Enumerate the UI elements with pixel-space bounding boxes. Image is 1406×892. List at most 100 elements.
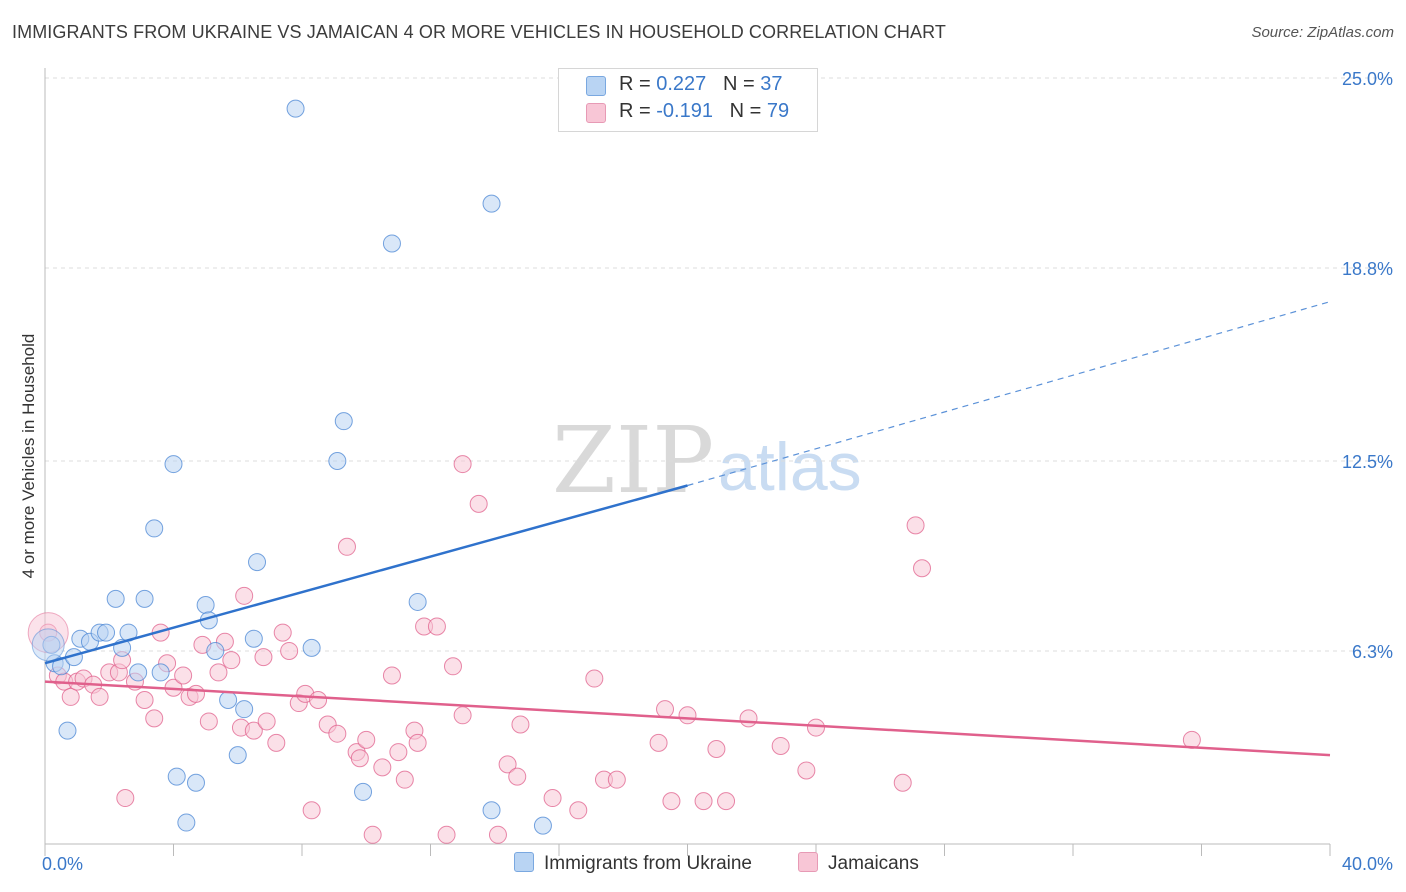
legend-n-label: N = <box>722 73 761 95</box>
y-tick-label-0: 6.3% <box>1352 642 1393 662</box>
jamaicans-point-3 <box>61 687 80 706</box>
jamaicans-point-77 <box>807 718 825 737</box>
jamaicans-point-36 <box>302 801 321 820</box>
jamaicans-point-14 <box>145 709 164 728</box>
jamaicans-point-7 <box>90 687 109 706</box>
ukraine-point-20 <box>196 596 215 615</box>
jamaicans-point-30 <box>257 712 276 731</box>
chart-title: IMMIGRANTS FROM UKRAINE VS JAMAICAN 4 OR… <box>12 22 946 42</box>
ukraine-point-8 <box>97 623 116 642</box>
ukraine-point-35 <box>482 801 501 820</box>
correlation-legend: R = 0.227 N = 37 R = -0.191 N = 79 <box>558 68 818 132</box>
jamaicans-point-48 <box>395 770 414 789</box>
legend-r-label: R = <box>619 73 657 95</box>
source-label: Source: ZipAtlas.com <box>1251 24 1394 41</box>
ukraine-point-28 <box>286 99 305 118</box>
legend-r-value: -0.191 <box>656 100 713 122</box>
jamaicans-point-70 <box>678 706 697 725</box>
ukraine-point-3 <box>58 721 77 740</box>
jamaicans-point-74 <box>739 709 758 728</box>
ukraine-point-24 <box>228 746 247 765</box>
jamaicans-trend-line <box>44 680 1331 757</box>
y-tick-labels: 6.3% 12.5% 18.8% 25.0% <box>1342 69 1393 662</box>
x-tick-labels: 0.0% 40.0% <box>42 854 1393 874</box>
jamaicans-point-33 <box>280 641 299 660</box>
ukraine-point-29 <box>302 638 321 657</box>
jamaicans-point-61 <box>511 715 530 734</box>
axes <box>44 68 1331 856</box>
ukraine-point-37 <box>533 816 552 835</box>
jamaicans-point-47 <box>389 743 408 762</box>
legend-n-value: 37 <box>760 73 783 95</box>
watermark: ZIP atlas <box>552 407 862 514</box>
trend-lines <box>44 301 1331 757</box>
legend-n-label: N = <box>729 100 767 122</box>
ukraine-point-34 <box>408 592 427 611</box>
bottom-legend-swatch-ukraine <box>514 852 534 872</box>
jamaicans-point-63 <box>569 801 588 820</box>
jamaicans-point-73 <box>717 792 736 811</box>
bottom-legend-jamaicans: Jamaicans <box>798 852 919 875</box>
jamaicans-point-22 <box>199 712 218 731</box>
jamaicans-point-40 <box>337 537 356 556</box>
ukraine-point-22 <box>206 641 225 660</box>
jamaicans-point-80 <box>913 559 932 578</box>
ukraine-point-15 <box>151 663 170 682</box>
ukraine-point-27 <box>248 553 267 572</box>
jamaicans-point-27 <box>235 586 254 605</box>
ukraine-point-9 <box>106 589 125 608</box>
jamaicans-point-68 <box>656 700 675 719</box>
jamaicans-point-23 <box>209 663 228 682</box>
jamaicans-point-79 <box>906 516 925 535</box>
jamaicans-point-52 <box>427 617 446 636</box>
ukraine-point-large <box>31 628 65 662</box>
jamaicans-point-44 <box>363 825 382 844</box>
jamaicans-point-29 <box>254 648 273 667</box>
grid-lines <box>45 77 1392 652</box>
ukraine-trend-line <box>44 484 688 665</box>
jamaicans-point-31 <box>267 733 286 752</box>
x-tick-label-0: 0.0% <box>42 854 83 874</box>
jamaicans-point-37 <box>309 690 328 709</box>
ukraine-point-26 <box>244 629 263 648</box>
ukraine-point-31 <box>334 412 353 431</box>
jamaicans-point-72 <box>707 740 726 759</box>
y-axis-label: 4 or more Vehicles in Household <box>19 334 38 579</box>
ukraine-point-17 <box>167 767 186 786</box>
ukraine-point-16 <box>164 455 183 474</box>
ukraine-point-25 <box>235 700 254 719</box>
watermark-atlas: atlas <box>718 429 862 505</box>
jamaicans-point-13 <box>135 690 154 709</box>
jamaicans-point-78 <box>893 773 912 792</box>
jamaicans-point-65 <box>607 770 626 789</box>
jamaicans-point-69 <box>662 792 681 811</box>
jamaicans-point-42 <box>350 749 369 768</box>
ukraine-point-13 <box>135 589 154 608</box>
legend-r-value: 0.227 <box>656 73 707 95</box>
bottom-legend-ukraine: Immigrants from Ukraine <box>514 852 752 875</box>
ukraine-point-30 <box>328 452 347 470</box>
jamaicans-point-56 <box>453 455 472 474</box>
bottom-legend-label-jamaicans: Jamaicans <box>828 853 919 874</box>
bottom-legend-swatch-jamaicans <box>798 852 818 872</box>
y-tick-label-2: 18.8% <box>1342 259 1393 279</box>
legend-r-label: R = <box>619 100 657 122</box>
ukraine-point-33 <box>382 234 401 253</box>
jamaicans-point-60 <box>508 767 527 786</box>
jamaicans-point-67 <box>649 733 668 752</box>
jamaicans-point-57 <box>469 494 488 513</box>
jamaicans-point-28 <box>244 721 263 740</box>
x-tick-label-1: 40.0% <box>1342 854 1393 874</box>
jamaicans-point-46 <box>382 666 401 685</box>
jamaicans-point-25 <box>222 651 241 670</box>
jamaicans-point-55 <box>453 706 472 725</box>
ukraine-point-12 <box>129 663 148 682</box>
y-tick-label-3: 25.0% <box>1342 69 1393 89</box>
legend-swatch-jamaicans <box>586 103 606 123</box>
jamaicans-point-66 <box>585 669 604 688</box>
jamaicans-point-62 <box>543 789 562 808</box>
jamaicans-point-50 <box>408 733 427 752</box>
legend-n-value: 79 <box>766 100 790 122</box>
jamaicans-point-18 <box>174 666 193 685</box>
jamaicans-point-54 <box>443 657 462 676</box>
